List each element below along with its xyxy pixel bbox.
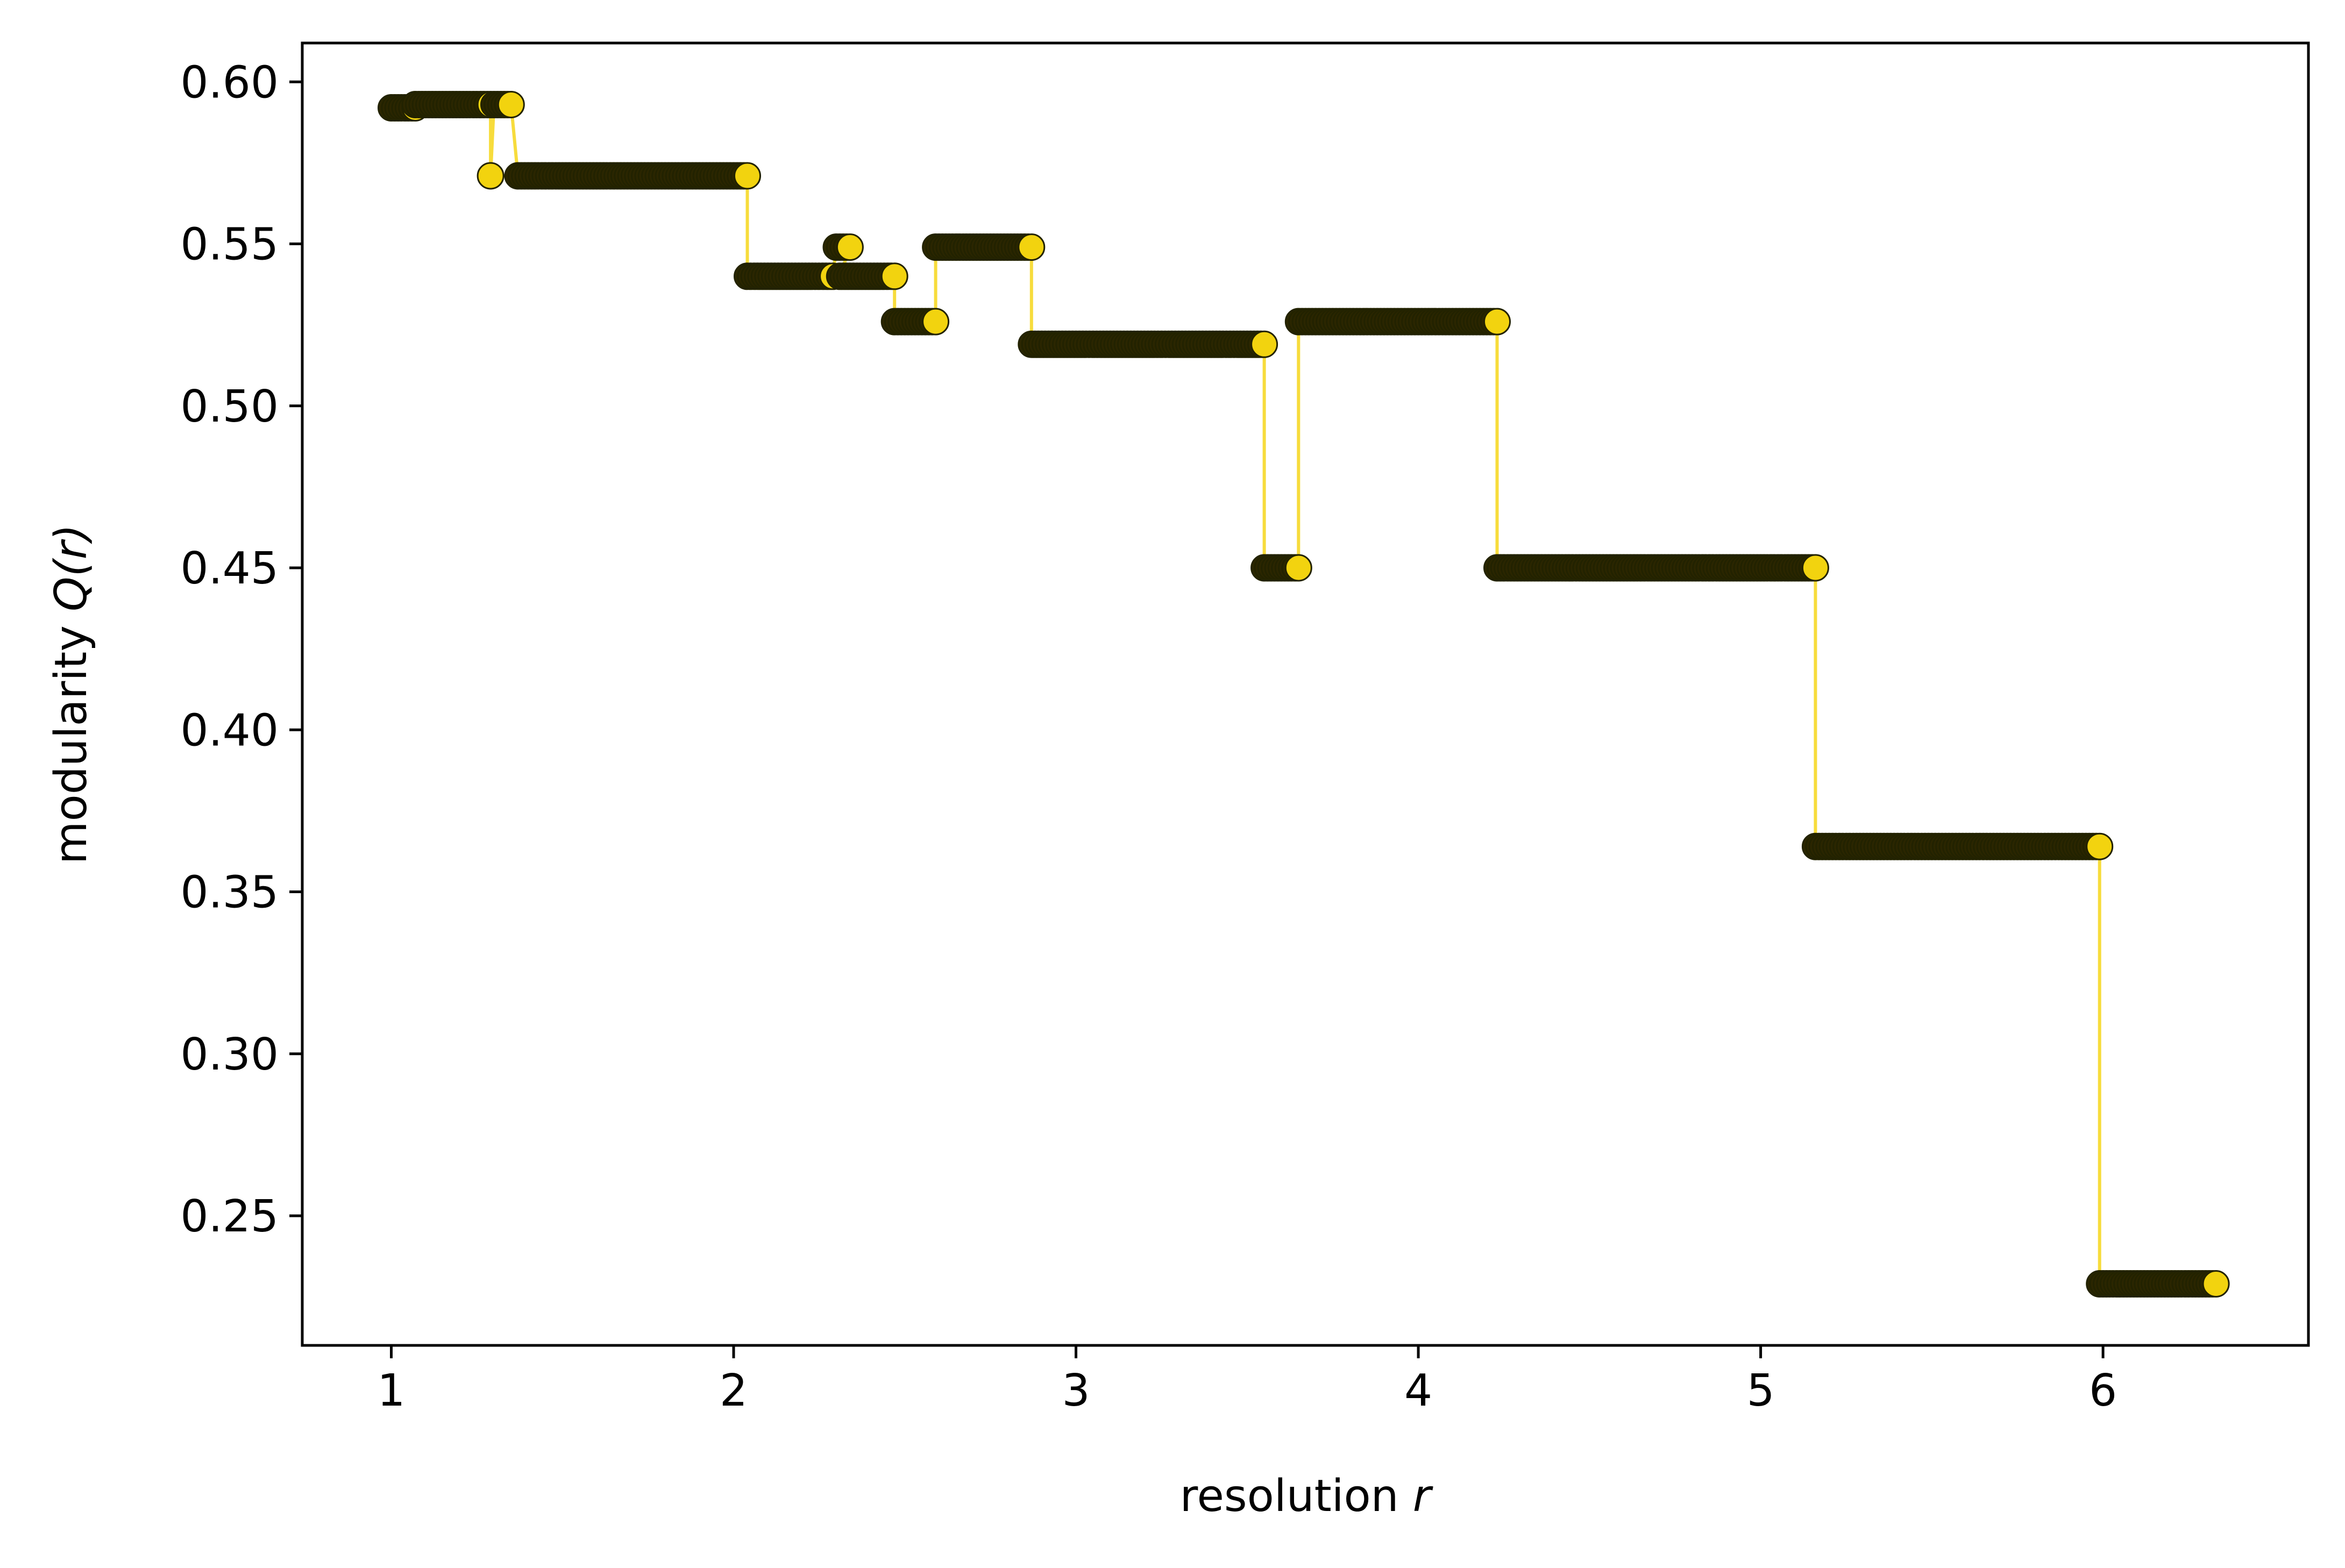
- plateau-2: [477, 162, 504, 190]
- data-point-end: [477, 162, 504, 190]
- data-point-end: [2202, 1270, 2230, 1298]
- x-axis-label: resolution r: [1180, 1471, 1433, 1522]
- y-axis-label: modularity Q(r): [46, 524, 97, 865]
- data-point-end: [1284, 554, 1312, 582]
- x-tick-label: 5: [1746, 1365, 1774, 1416]
- data-point-end: [1801, 554, 1829, 582]
- y-tick-label: 0.40: [180, 705, 279, 756]
- plateau-3: [480, 91, 525, 118]
- data-point-end: [497, 91, 525, 118]
- y-tick-label: 0.45: [180, 543, 279, 594]
- plot-frame: [301, 41, 2310, 1347]
- data-point-end: [1018, 233, 1046, 261]
- y-axis-ticks: 0.25 0.30 0.35 0.40 0.45 0.50 0.55 0.60: [180, 57, 302, 1242]
- data-point-end: [1483, 308, 1511, 336]
- y-tick-label: 0.50: [180, 381, 279, 432]
- x-tick-label: 6: [2089, 1365, 2117, 1416]
- y-tick-label: 0.30: [180, 1029, 279, 1080]
- x-tick-label: 2: [720, 1365, 748, 1416]
- plateau-12: [1284, 308, 1511, 336]
- plateau-15: [2086, 1270, 2230, 1298]
- plateau-8: [880, 308, 950, 336]
- plateau-14: [1801, 832, 2114, 860]
- data-point-end: [836, 233, 864, 261]
- y-tick-label: 0.25: [180, 1191, 279, 1242]
- data-point-end: [922, 308, 950, 336]
- y-axis-label-text: modularity: [46, 625, 97, 864]
- x-tick-label: 3: [1062, 1365, 1090, 1416]
- data-point-end: [2086, 832, 2114, 860]
- y-tick-label: 0.55: [180, 219, 279, 270]
- data-layer: [378, 91, 2230, 1298]
- y-axis-label-variable: Q(r): [46, 524, 97, 611]
- data-point-end: [880, 262, 908, 290]
- data-point-end: [1250, 330, 1278, 358]
- x-tick-label: 4: [1404, 1365, 1432, 1416]
- x-tick-label: 1: [377, 1365, 405, 1416]
- plateau-9: [922, 233, 1046, 261]
- data-point-end: [734, 162, 761, 190]
- x-axis-label-text: resolution: [1180, 1471, 1399, 1522]
- y-tick-label: 0.60: [180, 57, 279, 108]
- x-axis-label-variable: r: [1413, 1471, 1433, 1522]
- plateau-11: [1250, 554, 1312, 582]
- plateau-6: [822, 233, 864, 261]
- plateau-7: [826, 262, 908, 290]
- x-axis-ticks: 1 2 3 4 5 6: [377, 1345, 2117, 1416]
- plateau-13: [1483, 554, 1829, 582]
- plateau-10: [1018, 330, 1278, 358]
- y-tick-label: 0.35: [180, 867, 279, 918]
- plateau-4: [504, 162, 761, 190]
